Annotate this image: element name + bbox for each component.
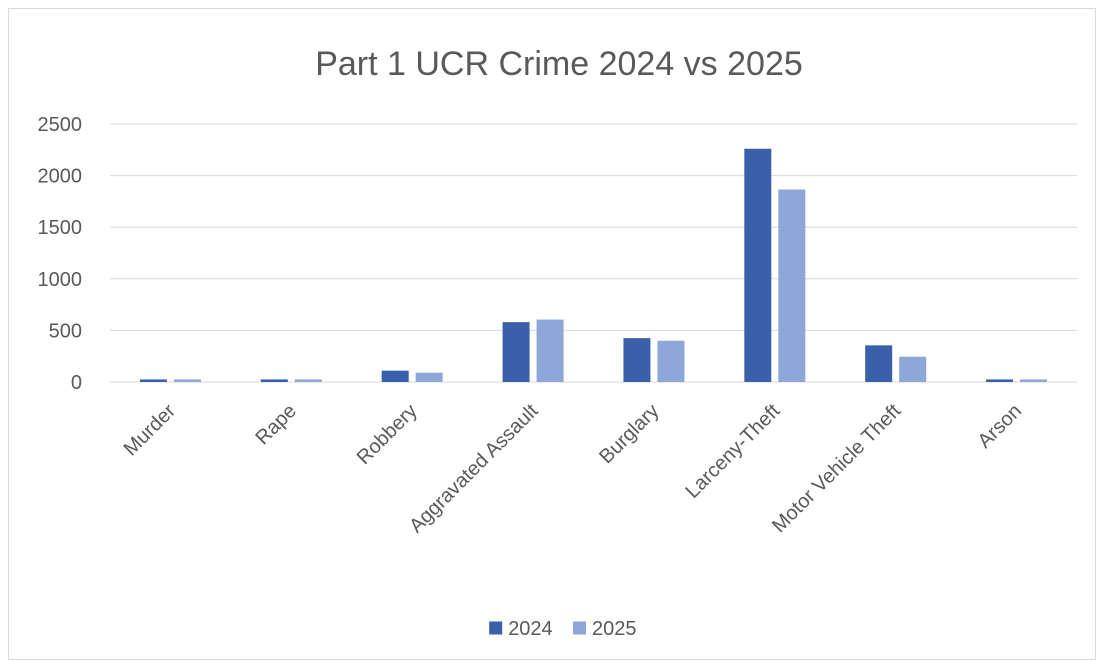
bar-2025-robbery [415,372,443,382]
y-tick-label: 0 [71,372,82,394]
bar-2025-burglary [657,340,685,382]
bar-2025-motor-vehicle-theft [899,356,927,382]
x-tick-label: Motor Vehicle Theft [768,400,905,537]
legend: 2024 2025 [489,618,637,640]
bar-2025-larceny-theft [778,189,806,382]
x-tick-label: Murder [120,400,181,461]
gridlines [110,123,1077,383]
bar-2024-robbery [381,370,409,382]
x-tick-label: Burglary [595,400,663,468]
y-tick-label: 1500 [38,217,83,239]
y-tick-label: 1000 [38,269,83,291]
legend-swatch-2025 [573,621,586,635]
bar-2025-rape [294,379,322,382]
y-axis-ticks: 0 500 1000 1500 2000 2500 [38,114,83,394]
x-tick-label: Aggravated Assault [405,400,543,538]
bar-2024-murder [139,379,167,382]
bar-2024-motor-vehicle-theft [865,345,893,382]
y-tick-label: 500 [49,320,82,342]
bar-2025-murder [173,379,201,382]
bar-2024-aggravated-assault [502,322,530,382]
x-tick-label: Arson [974,400,1027,453]
bar-2025-arson [1020,379,1048,382]
legend-label-2025: 2025 [592,618,637,640]
y-tick-label: 2000 [38,166,83,188]
legend-label-2024: 2024 [508,618,553,640]
x-tick-label: Robbery [353,400,422,469]
bars [139,148,1048,382]
bar-2024-burglary [623,338,651,382]
y-tick-label: 2500 [38,114,83,136]
chart-title: Part 1 UCR Crime 2024 vs 2025 [315,45,803,83]
x-tick-label: Larceny-Theft [682,400,785,503]
bar-2024-larceny-theft [744,148,772,382]
bar-2024-arson [986,379,1014,382]
bar-2024-rape [260,379,288,382]
bar-2025-aggravated-assault [536,319,564,382]
legend-swatch-2024 [489,621,503,635]
x-tick-label: Rape [251,400,300,449]
